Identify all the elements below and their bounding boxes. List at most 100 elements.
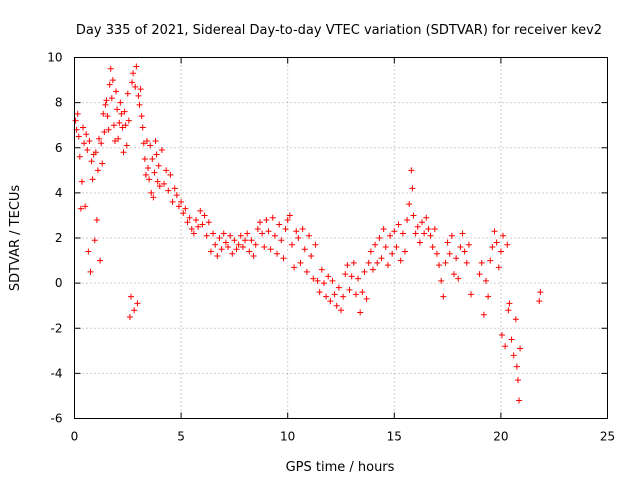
data-point	[140, 140, 147, 147]
data-point	[514, 377, 521, 384]
data-point	[123, 142, 130, 149]
data-point	[457, 244, 464, 251]
data-point	[271, 232, 278, 239]
data-point	[242, 237, 249, 244]
data-point	[158, 147, 165, 154]
x-tick-label: 25	[600, 430, 615, 444]
data-point	[118, 110, 125, 117]
data-point	[376, 235, 383, 241]
data-point	[119, 124, 126, 131]
data-point	[384, 262, 391, 269]
data-point	[288, 241, 295, 248]
data-point	[103, 97, 110, 104]
plot-frame	[74, 57, 608, 419]
data-point	[327, 298, 334, 305]
y-tick-label: 4	[55, 186, 63, 200]
chart-title: Day 335 of 2021, Sidereal Day-to-day VTE…	[76, 23, 602, 38]
data-point	[195, 223, 202, 230]
data-point	[516, 397, 523, 404]
data-point	[406, 201, 413, 208]
data-point	[314, 277, 321, 284]
data-point	[331, 291, 338, 298]
data-point	[387, 232, 394, 239]
data-point	[252, 241, 259, 248]
data-point	[436, 262, 443, 269]
data-point	[293, 228, 300, 235]
data-point	[139, 124, 146, 131]
data-point	[442, 259, 449, 266]
data-point	[132, 83, 139, 90]
data-point	[431, 225, 438, 232]
data-point	[269, 214, 276, 221]
data-point	[237, 232, 244, 239]
data-point	[367, 248, 374, 255]
data-point	[301, 246, 308, 253]
data-point	[239, 244, 246, 251]
data-point	[126, 313, 133, 320]
data-point	[333, 302, 340, 309]
data-point	[235, 241, 242, 248]
data-point	[291, 264, 298, 271]
data-point	[107, 65, 114, 72]
data-point	[98, 140, 105, 147]
data-point	[412, 230, 419, 237]
data-point	[409, 185, 416, 192]
data-point	[120, 149, 127, 156]
data-point	[393, 244, 400, 251]
data-point	[468, 291, 475, 298]
data-point	[97, 257, 104, 264]
x-tick-label: 20	[493, 430, 508, 444]
y-tick-label: 10	[47, 51, 62, 65]
data-point	[350, 259, 357, 266]
data-point	[433, 250, 440, 257]
data-point	[461, 248, 468, 255]
data-point	[134, 300, 141, 307]
data-point	[497, 248, 504, 255]
data-point	[498, 332, 505, 339]
x-axis-label: GPS time / hours	[286, 460, 395, 475]
data-point	[359, 289, 366, 296]
data-point	[171, 185, 178, 192]
data-point	[135, 92, 142, 99]
y-tick-label: 6	[55, 141, 63, 155]
data-point	[355, 275, 362, 282]
data-point	[72, 117, 79, 124]
data-point	[88, 158, 95, 165]
data-point	[130, 70, 137, 77]
data-point	[186, 214, 193, 221]
data-point	[129, 79, 136, 86]
data-point	[121, 108, 128, 115]
data-point	[102, 101, 109, 108]
data-point	[372, 241, 379, 248]
data-point	[106, 81, 113, 88]
data-point	[286, 212, 293, 219]
data-point	[248, 237, 255, 244]
data-point	[489, 244, 496, 251]
data-point	[423, 214, 430, 221]
data-point	[110, 122, 117, 129]
data-point	[416, 239, 423, 246]
data-point	[491, 228, 498, 235]
data-point	[537, 289, 544, 296]
data-point	[96, 135, 103, 142]
data-point	[94, 167, 101, 174]
y-tick-label: 2	[55, 231, 63, 245]
data-point	[214, 253, 221, 260]
data-point	[510, 352, 517, 359]
data-point	[395, 221, 402, 228]
data-point	[113, 88, 120, 95]
data-point	[389, 250, 396, 257]
data-point	[161, 180, 168, 187]
data-point	[199, 221, 206, 228]
data-point	[125, 117, 132, 124]
data-point	[105, 126, 112, 133]
data-point	[91, 237, 98, 244]
data-point	[427, 232, 434, 239]
data-point	[148, 189, 155, 196]
data-point	[438, 277, 445, 284]
data-point	[137, 86, 144, 93]
data-point	[463, 259, 470, 266]
data-point	[109, 77, 116, 84]
data-point	[231, 237, 238, 244]
data-point	[448, 232, 455, 239]
